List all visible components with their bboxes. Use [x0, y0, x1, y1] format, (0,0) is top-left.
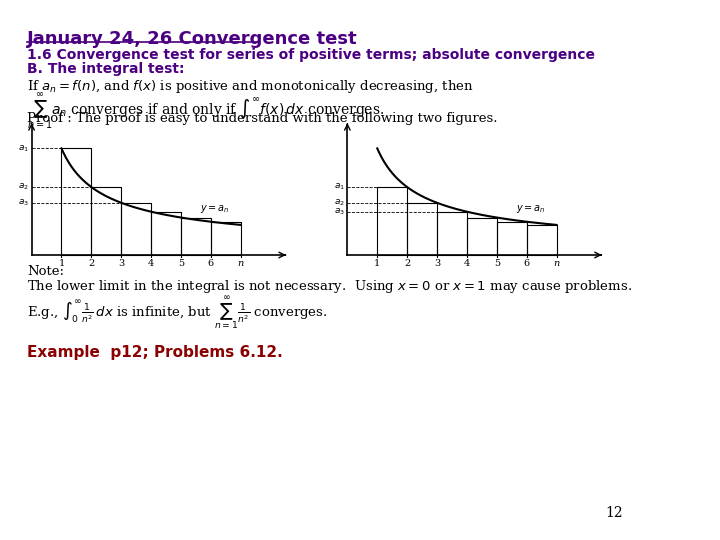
Text: $y = a_n$: $y = a_n$: [200, 203, 230, 215]
Text: $a_2$: $a_2$: [334, 198, 345, 208]
Text: 2: 2: [89, 259, 94, 268]
Text: $a_2$: $a_2$: [18, 182, 29, 192]
Text: 1: 1: [374, 259, 380, 268]
Text: B. The integral test:: B. The integral test:: [27, 62, 184, 76]
Text: If $a_n = f(n)$, and $f(x)$ is positive and monotonically decreasing, then: If $a_n = f(n)$, and $f(x)$ is positive …: [27, 78, 474, 95]
Text: $a_3$: $a_3$: [18, 198, 29, 208]
Text: n: n: [554, 259, 559, 268]
Text: January 24, 26 Convergence test: January 24, 26 Convergence test: [27, 30, 358, 48]
Text: $a_3$: $a_3$: [333, 206, 345, 217]
Text: The lower limit in the integral is not necessary.  Using $x = 0$ or $x =1$ may c: The lower limit in the integral is not n…: [27, 278, 632, 295]
Text: Proof : The proof is easy to understand with the following two figures.: Proof : The proof is easy to understand …: [27, 112, 498, 125]
Text: E.g., $\int_0^{\infty} \frac{1}{n^2}\,dx$ is infinite, but $\sum_{n=1}^{\infty} : E.g., $\int_0^{\infty} \frac{1}{n^2}\,dx…: [27, 295, 328, 333]
Text: 3: 3: [118, 259, 125, 268]
Text: n: n: [238, 259, 244, 268]
Text: 1.6 Convergence test for series of positive terms; absolute convergence: 1.6 Convergence test for series of posit…: [27, 48, 595, 62]
Text: $\sum_{n=1}^{\infty} a_n$ converges if and only if $\int^{\infty} f(x)\,dx$ conv: $\sum_{n=1}^{\infty} a_n$ converges if a…: [27, 92, 384, 131]
Text: Example  p12; Problems 6.12.: Example p12; Problems 6.12.: [27, 345, 283, 360]
Text: 3: 3: [434, 259, 440, 268]
Text: 5: 5: [494, 259, 500, 268]
Text: 12: 12: [605, 506, 623, 520]
Text: 5: 5: [178, 259, 184, 268]
Text: 6: 6: [208, 259, 214, 268]
Text: 4: 4: [464, 259, 470, 268]
Text: $y = a_n$: $y = a_n$: [516, 203, 546, 215]
Text: 4: 4: [148, 259, 154, 268]
Text: 2: 2: [404, 259, 410, 268]
Text: $a_1$: $a_1$: [18, 143, 29, 154]
Text: Note:: Note:: [27, 265, 64, 278]
Text: 6: 6: [523, 259, 530, 268]
Text: 1: 1: [58, 259, 65, 268]
Text: $a_1$: $a_1$: [333, 182, 345, 192]
